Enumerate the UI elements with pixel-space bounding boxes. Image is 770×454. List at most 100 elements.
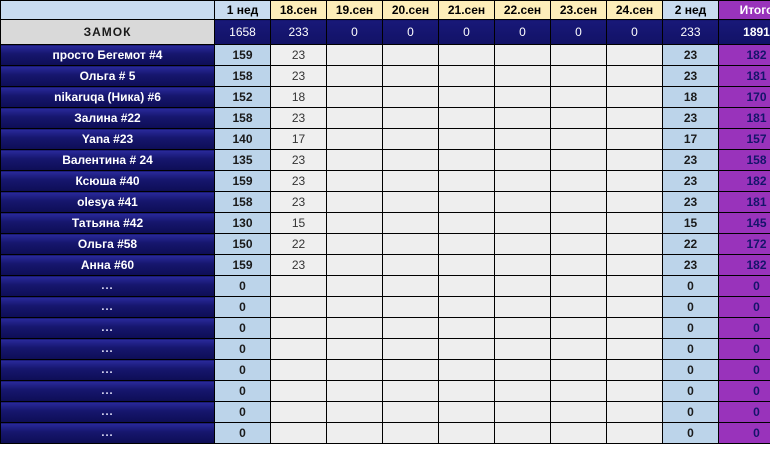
row-day-4-cell[interactable] <box>494 317 551 339</box>
row-day-4-cell[interactable] <box>494 65 551 87</box>
row-day-5-cell[interactable] <box>550 86 607 108</box>
row-total-cell[interactable]: 181 <box>718 107 770 129</box>
row-day-0-cell[interactable]: 23 <box>270 170 327 192</box>
row-week1-cell[interactable]: 152 <box>214 86 271 108</box>
row-day-5-cell[interactable] <box>550 128 607 150</box>
row-name-cell[interactable]: Залина #22 <box>0 107 215 129</box>
row-day-5-cell[interactable] <box>550 254 607 276</box>
row-day-4-cell[interactable] <box>494 275 551 297</box>
row-day-1-cell[interactable] <box>326 254 383 276</box>
header-day-6[interactable]: 24.сен <box>606 0 663 20</box>
castle-total-cell[interactable]: 1891 <box>718 19 770 45</box>
row-week1-cell[interactable]: 0 <box>214 338 271 360</box>
row-day-3-cell[interactable] <box>438 338 495 360</box>
castle-day-6-cell[interactable]: 0 <box>606 19 663 45</box>
row-total-cell[interactable]: 181 <box>718 65 770 87</box>
row-day-4-cell[interactable] <box>494 233 551 255</box>
row-day-2-cell[interactable] <box>382 65 439 87</box>
row-day-4-cell[interactable] <box>494 191 551 213</box>
row-day-2-cell[interactable] <box>382 359 439 381</box>
row-day-1-cell[interactable] <box>326 212 383 234</box>
row-day-3-cell[interactable] <box>438 233 495 255</box>
row-day-4-cell[interactable] <box>494 401 551 423</box>
row-day-5-cell[interactable] <box>550 44 607 66</box>
row-day-6-cell[interactable] <box>606 191 663 213</box>
row-day-6-cell[interactable] <box>606 44 663 66</box>
row-day-5-cell[interactable] <box>550 338 607 360</box>
row-day-0-cell[interactable]: 23 <box>270 254 327 276</box>
row-day-1-cell[interactable] <box>326 401 383 423</box>
row-day-2-cell[interactable] <box>382 107 439 129</box>
header-day-3[interactable]: 21.сен <box>438 0 495 20</box>
row-week2-cell[interactable]: 23 <box>662 254 719 276</box>
row-day-6-cell[interactable] <box>606 380 663 402</box>
row-name-cell[interactable]: ... <box>0 317 215 339</box>
castle-day-5-cell[interactable]: 0 <box>550 19 607 45</box>
row-day-6-cell[interactable] <box>606 254 663 276</box>
row-day-4-cell[interactable] <box>494 422 551 444</box>
row-day-0-cell[interactable]: 17 <box>270 128 327 150</box>
row-total-cell[interactable]: 0 <box>718 317 770 339</box>
row-week2-cell[interactable]: 23 <box>662 65 719 87</box>
row-week1-cell[interactable]: 0 <box>214 317 271 339</box>
row-name-cell[interactable]: Татьяна #42 <box>0 212 215 234</box>
row-name-cell[interactable]: nikaruqa (Ника) #6 <box>0 86 215 108</box>
row-day-6-cell[interactable] <box>606 401 663 423</box>
row-day-0-cell[interactable] <box>270 380 327 402</box>
row-name-cell[interactable]: ... <box>0 401 215 423</box>
row-day-5-cell[interactable] <box>550 380 607 402</box>
row-day-3-cell[interactable] <box>438 65 495 87</box>
row-day-4-cell[interactable] <box>494 86 551 108</box>
row-day-5-cell[interactable] <box>550 191 607 213</box>
row-total-cell[interactable]: 145 <box>718 212 770 234</box>
header-day-0[interactable]: 18.сен <box>270 0 327 20</box>
row-day-3-cell[interactable] <box>438 149 495 171</box>
row-day-3-cell[interactable] <box>438 254 495 276</box>
row-day-4-cell[interactable] <box>494 254 551 276</box>
row-name-cell[interactable]: ... <box>0 275 215 297</box>
row-name-cell[interactable]: Yana #23 <box>0 128 215 150</box>
row-day-2-cell[interactable] <box>382 128 439 150</box>
row-week1-cell[interactable]: 0 <box>214 401 271 423</box>
row-week2-cell[interactable]: 23 <box>662 44 719 66</box>
row-name-cell[interactable]: Валентина # 24 <box>0 149 215 171</box>
row-total-cell[interactable]: 0 <box>718 338 770 360</box>
row-week1-cell[interactable]: 0 <box>214 380 271 402</box>
row-day-6-cell[interactable] <box>606 296 663 318</box>
row-day-3-cell[interactable] <box>438 275 495 297</box>
row-day-5-cell[interactable] <box>550 359 607 381</box>
castle-day-1-cell[interactable]: 0 <box>326 19 383 45</box>
row-day-6-cell[interactable] <box>606 359 663 381</box>
row-week2-cell[interactable]: 23 <box>662 170 719 192</box>
row-week1-cell[interactable]: 135 <box>214 149 271 171</box>
row-day-1-cell[interactable] <box>326 338 383 360</box>
row-day-1-cell[interactable] <box>326 65 383 87</box>
row-week2-cell[interactable]: 0 <box>662 338 719 360</box>
row-day-4-cell[interactable] <box>494 170 551 192</box>
row-total-cell[interactable]: 0 <box>718 275 770 297</box>
row-day-4-cell[interactable] <box>494 359 551 381</box>
header-total[interactable]: Итого <box>718 0 770 20</box>
row-day-0-cell[interactable] <box>270 359 327 381</box>
row-week1-cell[interactable]: 159 <box>214 44 271 66</box>
row-day-4-cell[interactable] <box>494 44 551 66</box>
row-day-0-cell[interactable] <box>270 275 327 297</box>
row-day-0-cell[interactable]: 23 <box>270 107 327 129</box>
row-day-2-cell[interactable] <box>382 317 439 339</box>
row-day-2-cell[interactable] <box>382 212 439 234</box>
row-name-cell[interactable]: olesya #41 <box>0 191 215 213</box>
row-day-0-cell[interactable] <box>270 338 327 360</box>
row-week1-cell[interactable]: 0 <box>214 359 271 381</box>
row-day-2-cell[interactable] <box>382 401 439 423</box>
row-day-2-cell[interactable] <box>382 338 439 360</box>
row-day-4-cell[interactable] <box>494 107 551 129</box>
row-day-5-cell[interactable] <box>550 422 607 444</box>
row-week1-cell[interactable]: 159 <box>214 170 271 192</box>
row-week2-cell[interactable]: 23 <box>662 107 719 129</box>
castle-week1-cell[interactable]: 1658 <box>214 19 271 45</box>
row-day-4-cell[interactable] <box>494 338 551 360</box>
row-name-cell[interactable]: Анна #60 <box>0 254 215 276</box>
row-day-1-cell[interactable] <box>326 107 383 129</box>
row-week2-cell[interactable]: 0 <box>662 317 719 339</box>
row-name-cell[interactable]: Ольга #58 <box>0 233 215 255</box>
